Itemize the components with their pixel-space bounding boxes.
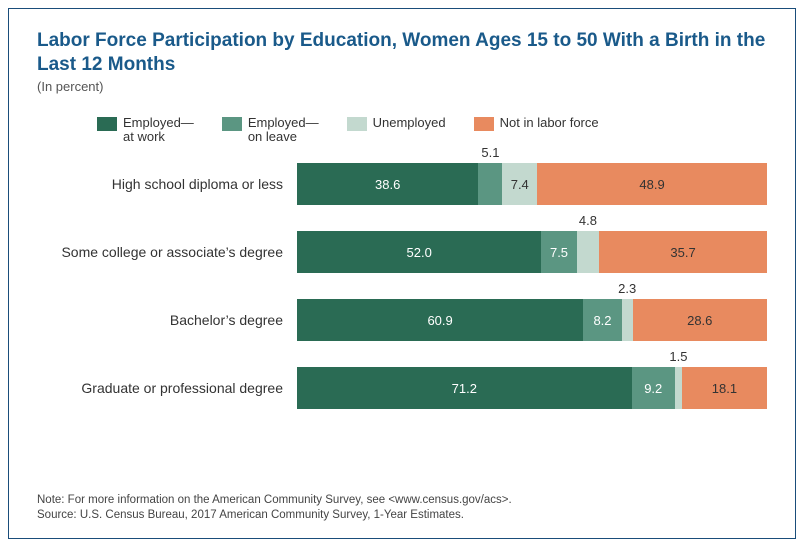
bar-wrap: 1.571.29.218.1 xyxy=(297,367,767,409)
legend-swatch xyxy=(347,117,367,131)
bar-wrap: 4.852.07.535.7 xyxy=(297,231,767,273)
bar-row: High school diploma or less5.138.67.448.… xyxy=(37,163,767,205)
bar-segment xyxy=(478,163,502,205)
bar-segment: 48.9 xyxy=(537,163,767,205)
stacked-bar: 60.98.2 28.6 xyxy=(297,299,767,341)
legend-swatch xyxy=(474,117,494,131)
bar-row: Graduate or professional degree1.571.29.… xyxy=(37,367,767,409)
bar-segment: 71.2 xyxy=(297,367,632,409)
legend-item: Employed—on leave xyxy=(222,116,319,146)
chart-subtitle: (In percent) xyxy=(37,79,767,94)
stacked-bar: 71.29.218.1 xyxy=(297,367,767,409)
legend-swatch xyxy=(97,117,117,131)
legend-label: Unemployed xyxy=(373,116,446,131)
bar-segment: 52.0 xyxy=(297,231,541,273)
bar-segment: 18.1 xyxy=(682,367,767,409)
bar-segment: 9.2 xyxy=(632,367,675,409)
stacked-bar: 38.6 7.448.9 xyxy=(297,163,767,205)
row-label: Bachelor’s degree xyxy=(37,312,297,328)
bar-wrap: 2.360.98.228.6 xyxy=(297,299,767,341)
bar-segment: 7.4 xyxy=(502,163,537,205)
bar-rows: High school diploma or less5.138.67.448.… xyxy=(37,163,767,409)
row-label: High school diploma or less xyxy=(37,176,297,192)
footer: Note: For more information on the Americ… xyxy=(37,493,767,524)
bar-segment: 7.5 xyxy=(541,231,576,273)
bar-segment xyxy=(577,231,600,273)
value-callout: 5.1 xyxy=(481,145,499,160)
row-label: Some college or associate’s degree xyxy=(37,244,297,260)
value-callout: 2.3 xyxy=(618,281,636,296)
legend-item: Employed—at work xyxy=(97,116,194,146)
bar-segment: 28.6 xyxy=(633,299,767,341)
legend-item: Unemployed xyxy=(347,116,446,131)
row-label: Graduate or professional degree xyxy=(37,380,297,396)
bar-segment: 60.9 xyxy=(297,299,583,341)
legend-label: Employed—on leave xyxy=(248,116,319,146)
bar-segment: 35.7 xyxy=(599,231,767,273)
legend-label: Not in labor force xyxy=(500,116,599,131)
stacked-bar: 52.07.5 35.7 xyxy=(297,231,767,273)
footer-source: Source: U.S. Census Bureau, 2017 America… xyxy=(37,508,767,524)
legend: Employed—at work Employed—on leave Unemplo… xyxy=(97,116,767,146)
bar-segment: 8.2 xyxy=(583,299,622,341)
bar-segment xyxy=(675,367,682,409)
value-callout: 1.5 xyxy=(669,349,687,364)
value-callout: 4.8 xyxy=(579,213,597,228)
bar-row: Some college or associate’s degree4.852.… xyxy=(37,231,767,273)
bar-segment: 38.6 xyxy=(297,163,478,205)
footer-note: Note: For more information on the Americ… xyxy=(37,493,767,509)
bar-segment xyxy=(622,299,633,341)
bar-row: Bachelor’s degree2.360.98.228.6 xyxy=(37,299,767,341)
legend-label: Employed—at work xyxy=(123,116,194,146)
legend-swatch xyxy=(222,117,242,131)
chart-frame: Labor Force Participation by Education, … xyxy=(8,8,796,539)
bar-wrap: 5.138.67.448.9 xyxy=(297,163,767,205)
chart-title: Labor Force Participation by Education, … xyxy=(37,29,767,77)
legend-item: Not in labor force xyxy=(474,116,599,131)
